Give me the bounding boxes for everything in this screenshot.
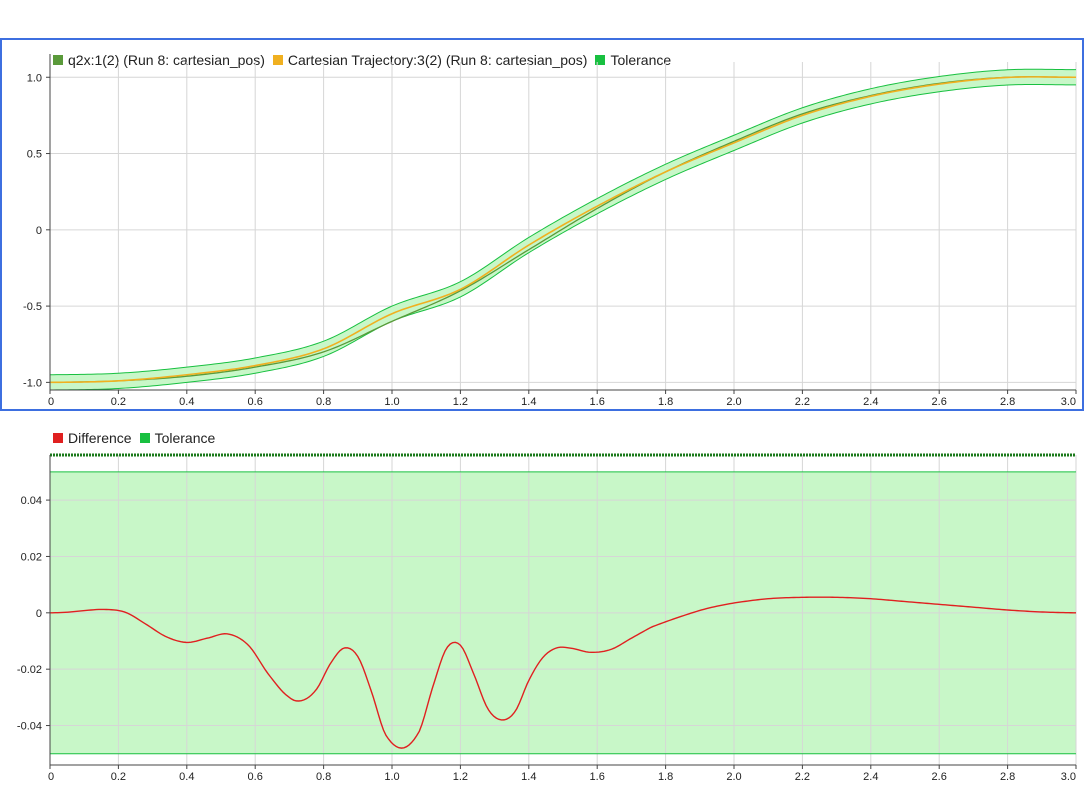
top-ytick-label: 1.0 <box>27 72 42 84</box>
bottom-xtick-label: 2.6 <box>932 771 947 783</box>
top-xtick-label: 3.0 <box>1061 396 1076 408</box>
top-xtick-label: 2.2 <box>795 396 810 408</box>
bottom-ytick-label: 0.02 <box>21 551 42 563</box>
legend-label: Difference <box>68 430 132 446</box>
top-ytick-label: 0 <box>36 225 42 237</box>
bottom-xtick-label: 2.8 <box>1000 771 1015 783</box>
top-xtick-label: 2.6 <box>932 396 947 408</box>
legend-label: q2x:1(2) (Run 8: cartesian_pos) <box>68 52 265 68</box>
legend-swatch <box>53 55 63 65</box>
bottom-xtick-label: 0.4 <box>179 771 194 783</box>
legend-label: Tolerance <box>610 52 672 68</box>
top-xtick-label: 0 <box>48 396 54 408</box>
bottom-chart-legend: Difference Tolerance <box>53 430 223 446</box>
top-xtick-label: 0.8 <box>316 396 331 408</box>
top-tolerance-band <box>50 69 1076 391</box>
cartesian-series-line <box>49 76 1077 384</box>
bottom-legend-item[interactable]: Tolerance <box>139 430 216 446</box>
top-ytick-label: -0.5 <box>23 301 42 313</box>
top-xtick-label: 2.4 <box>863 396 878 408</box>
bottom-xtick-label: 0.6 <box>248 771 263 783</box>
legend-swatch <box>53 433 63 443</box>
bottom-ytick-label: 0 <box>36 608 42 620</box>
top-chart-panel[interactable] <box>0 38 1084 411</box>
top-ytick-label: 0.5 <box>27 149 42 161</box>
legend-swatch <box>272 55 283 65</box>
top-xtick-label: 1.0 <box>384 396 399 408</box>
top-chart-legend: q2x:1(2) (Run 8: cartesian_pos) Cartesian… <box>53 52 679 68</box>
bottom-xtick-label: 1.8 <box>658 771 673 783</box>
bottom-ytick-label: -0.02 <box>17 664 42 676</box>
top-ytick-label: -1.0 <box>23 377 42 389</box>
difference-series-line <box>49 596 1077 749</box>
legend-swatch <box>595 55 606 65</box>
bottom-xtick-label: 0.8 <box>316 771 331 783</box>
top-xtick-label: 1.6 <box>590 396 605 408</box>
top-xtick-label: 0.6 <box>248 396 263 408</box>
top-tolerance-upper <box>49 68 1077 376</box>
top-legend-item[interactable]: Cartesian Trajectory:3(2) (Run 8: cartes… <box>272 52 588 68</box>
top-xtick-label: 1.8 <box>658 396 673 408</box>
bottom-xtick-label: 1.4 <box>521 771 536 783</box>
top-xtick-label: 1.4 <box>521 396 536 408</box>
bottom-ytick-label: 0.04 <box>21 495 42 507</box>
legend-label: Tolerance <box>154 430 216 446</box>
bottom-ytick-label: -0.04 <box>17 721 42 733</box>
bottom-xtick-label: 3.0 <box>1061 771 1076 783</box>
top-legend-item[interactable]: q2x:1(2) (Run 8: cartesian_pos) <box>53 52 265 68</box>
top-xtick-label: 2.0 <box>726 396 741 408</box>
top-xtick-label: 0.4 <box>179 396 194 408</box>
bottom-legend-item[interactable]: Difference <box>53 430 132 446</box>
top-xtick-label: 1.2 <box>453 396 468 408</box>
top-xtick-label: 2.8 <box>1000 396 1015 408</box>
legend-label: Cartesian Trajectory:3(2) (Run 8: cartes… <box>287 52 588 68</box>
bottom-xtick-label: 0.2 <box>111 771 126 783</box>
bottom-xtick-label: 1.6 <box>590 771 605 783</box>
top-tolerance-lower <box>49 83 1077 391</box>
top-legend-item[interactable]: Tolerance <box>595 52 671 68</box>
bottom-xtick-label: 1.2 <box>453 771 468 783</box>
top-xtick-label: 0.2 <box>111 396 126 408</box>
legend-swatch <box>139 433 150 443</box>
bottom-xtick-label: 2.4 <box>863 771 878 783</box>
bottom-xtick-label: 2.0 <box>726 771 741 783</box>
bottom-xtick-label: 1.0 <box>384 771 399 783</box>
bottom-xtick-label: 0 <box>48 771 54 783</box>
bottom-xtick-label: 2.2 <box>795 771 810 783</box>
